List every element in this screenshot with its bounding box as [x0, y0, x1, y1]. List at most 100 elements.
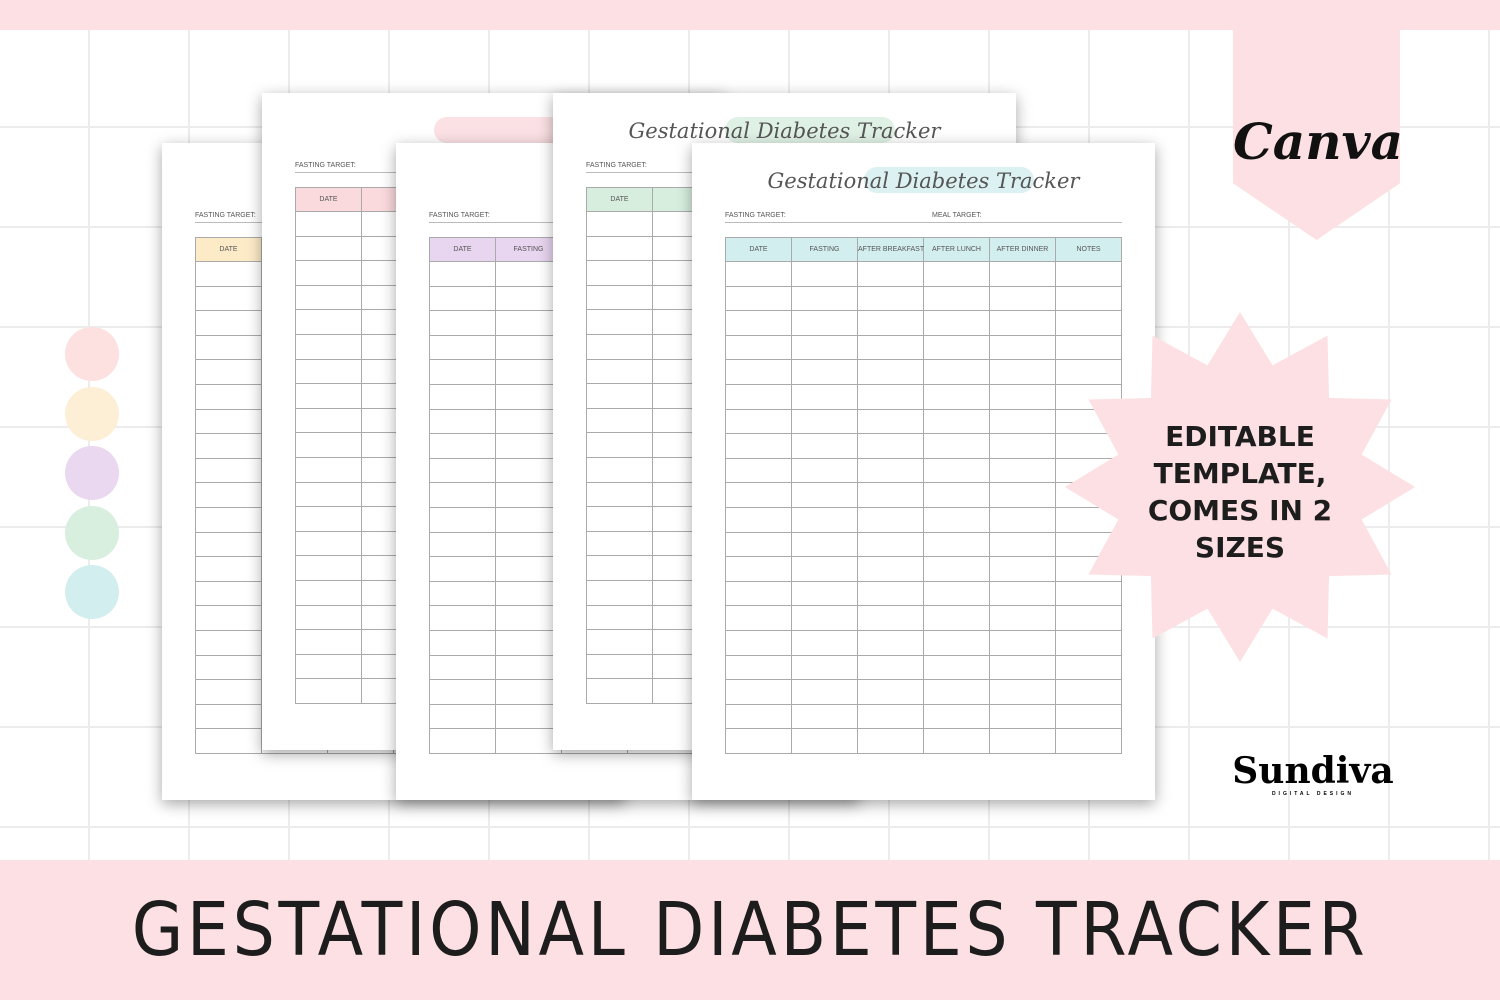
table-cell[interactable] — [725, 506, 792, 533]
table-cell[interactable] — [195, 457, 262, 484]
table-cell[interactable] — [791, 261, 858, 287]
table-cell[interactable] — [725, 334, 792, 361]
table-cell[interactable] — [923, 531, 990, 558]
table-cell[interactable] — [791, 629, 858, 656]
table-cell[interactable] — [791, 728, 858, 754]
table-cell[interactable] — [857, 433, 924, 459]
table-cell[interactable] — [791, 654, 858, 681]
table-cell[interactable] — [989, 531, 1056, 558]
table-cell[interactable] — [195, 531, 262, 558]
table-cell[interactable] — [791, 482, 858, 508]
table-cell[interactable] — [195, 629, 262, 656]
table-cell[interactable] — [725, 703, 792, 730]
table-cell[interactable] — [725, 457, 792, 484]
table-cell[interactable] — [195, 310, 262, 336]
table-cell[interactable] — [857, 654, 924, 681]
table-cell[interactable] — [989, 703, 1056, 730]
table-cell[interactable] — [295, 555, 362, 581]
table-cell[interactable] — [857, 679, 924, 705]
table-cell[interactable] — [857, 703, 924, 730]
table-cell[interactable] — [857, 531, 924, 558]
table-cell[interactable] — [923, 654, 990, 681]
table-cell[interactable] — [295, 456, 362, 483]
table-cell[interactable] — [495, 556, 562, 582]
table-cell[interactable] — [857, 457, 924, 484]
table-cell[interactable] — [791, 580, 858, 607]
table-cell[interactable] — [989, 334, 1056, 361]
table-cell[interactable] — [725, 580, 792, 607]
table-cell[interactable] — [429, 310, 496, 336]
table-cell[interactable] — [495, 728, 562, 754]
table-cell[interactable] — [429, 679, 496, 705]
table-cell[interactable] — [586, 678, 653, 704]
table-cell[interactable] — [923, 703, 990, 730]
table-cell[interactable] — [989, 408, 1056, 435]
table-cell[interactable] — [923, 457, 990, 484]
table-cell[interactable] — [725, 433, 792, 459]
table-cell[interactable] — [495, 580, 562, 607]
table-cell[interactable] — [586, 309, 653, 335]
table-cell[interactable] — [586, 407, 653, 434]
table-cell[interactable] — [295, 653, 362, 680]
table-cell[interactable] — [429, 383, 496, 410]
table-cell[interactable] — [495, 531, 562, 558]
table-cell[interactable] — [586, 653, 653, 680]
table-cell[interactable] — [923, 580, 990, 607]
table-cell[interactable] — [857, 285, 924, 312]
table-cell[interactable] — [586, 260, 653, 286]
table-cell[interactable] — [429, 285, 496, 312]
table-cell[interactable] — [429, 629, 496, 656]
table-cell[interactable] — [989, 728, 1056, 754]
table-cell[interactable] — [295, 358, 362, 385]
table-cell[interactable] — [725, 679, 792, 705]
table-cell[interactable] — [791, 531, 858, 558]
table-cell[interactable] — [495, 506, 562, 533]
table-cell[interactable] — [791, 703, 858, 730]
table-cell[interactable] — [195, 285, 262, 312]
table-cell[interactable] — [1055, 654, 1122, 681]
table-cell[interactable] — [989, 679, 1056, 705]
table-cell[interactable] — [495, 285, 562, 312]
table-cell[interactable] — [923, 285, 990, 312]
table-cell[interactable] — [725, 408, 792, 435]
table-cell[interactable] — [989, 580, 1056, 607]
table-cell[interactable] — [1055, 703, 1122, 730]
table-cell[interactable] — [586, 211, 653, 237]
table-cell[interactable] — [429, 531, 496, 558]
table-cell[interactable] — [1055, 285, 1122, 312]
table-cell[interactable] — [857, 408, 924, 435]
table-cell[interactable] — [195, 506, 262, 533]
table-cell[interactable] — [1055, 605, 1122, 631]
table-cell[interactable] — [923, 261, 990, 287]
table-cell[interactable] — [923, 506, 990, 533]
table-cell[interactable] — [429, 556, 496, 582]
table-cell[interactable] — [295, 481, 362, 508]
table-cell[interactable] — [295, 333, 362, 360]
table-cell[interactable] — [989, 285, 1056, 312]
table-cell[interactable] — [586, 456, 653, 483]
table-cell[interactable] — [791, 359, 858, 385]
table-cell[interactable] — [989, 629, 1056, 656]
table-cell[interactable] — [495, 433, 562, 459]
table-cell[interactable] — [1055, 580, 1122, 607]
table-cell[interactable] — [195, 605, 262, 631]
table-cell[interactable] — [725, 383, 792, 410]
table-cell[interactable] — [923, 556, 990, 582]
table-cell[interactable] — [725, 654, 792, 681]
table-cell[interactable] — [923, 679, 990, 705]
table-cell[interactable] — [989, 482, 1056, 508]
table-cell[interactable] — [989, 556, 1056, 582]
table-cell[interactable] — [989, 654, 1056, 681]
table-cell[interactable] — [495, 629, 562, 656]
table-cell[interactable] — [725, 261, 792, 287]
table-cell[interactable] — [429, 334, 496, 361]
table-cell[interactable] — [791, 433, 858, 459]
table-cell[interactable] — [857, 605, 924, 631]
table-cell[interactable] — [857, 310, 924, 336]
table-cell[interactable] — [586, 604, 653, 631]
table-cell[interactable] — [923, 383, 990, 410]
table-cell[interactable] — [857, 580, 924, 607]
table-cell[interactable] — [495, 383, 562, 410]
table-cell[interactable] — [857, 482, 924, 508]
table-cell[interactable] — [857, 383, 924, 410]
